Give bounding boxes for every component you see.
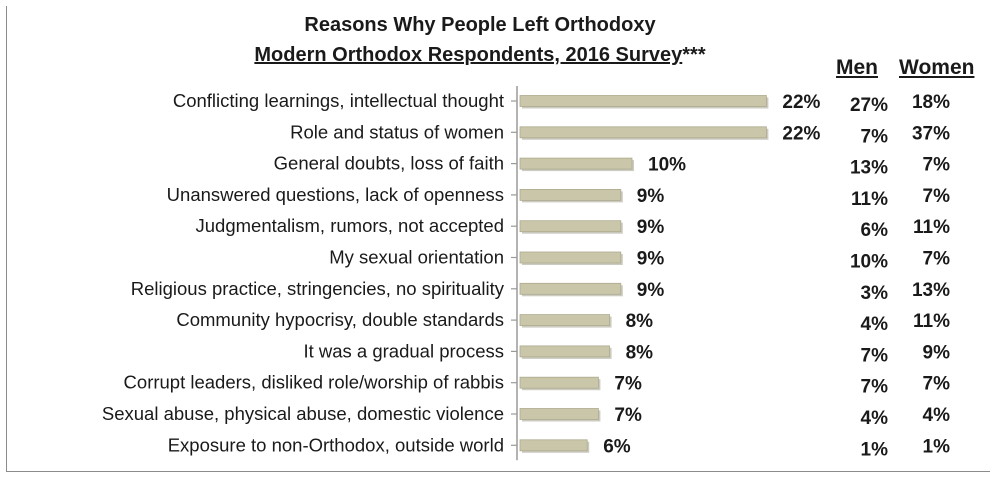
category-label: Corrupt leaders, disliked role/worship o… <box>124 372 504 393</box>
women-value: 7% <box>923 186 951 207</box>
bar <box>519 188 622 201</box>
category-label: Unanswered questions, lack of openness <box>167 184 504 205</box>
women-value: 1% <box>923 436 951 457</box>
women-value: 7% <box>923 249 951 270</box>
bar <box>519 376 599 389</box>
men-value: 4% <box>861 314 889 335</box>
bar <box>519 95 767 107</box>
women-value: 13% <box>912 280 950 301</box>
category-label: Religious practice, stringencies, no spi… <box>131 278 505 299</box>
category-label: Community hypocrisy, double standards <box>176 309 504 330</box>
category-label: Conflicting learnings, intellectual thou… <box>173 90 504 111</box>
category-label: Exposure to non-Orthodox, outside world <box>168 434 504 455</box>
women-value: 18% <box>912 92 950 113</box>
men-column-header: Men <box>836 56 878 79</box>
chart-subtitle-text: Modern Orthodox Respondents, 2016 Survey <box>254 44 683 66</box>
bar <box>519 345 610 358</box>
bar <box>519 408 599 420</box>
men-value: 7% <box>861 126 889 147</box>
men-value: 3% <box>861 283 889 304</box>
men-value: 27% <box>850 95 888 116</box>
women-value: 7% <box>923 155 951 176</box>
bar-value-label: 9% <box>637 249 665 270</box>
women-value: 37% <box>912 123 950 144</box>
women-value: 11% <box>913 217 950 238</box>
category-label: General doubts, loss of faith <box>274 153 504 174</box>
chart-subtitle: Modern Orthodox Respondents, 2016 Survey… <box>230 44 730 67</box>
category-label: Sexual abuse, physical abuse, domestic v… <box>102 403 504 424</box>
bar-value-label: 22% <box>782 92 820 113</box>
bar <box>519 282 622 295</box>
women-value: 9% <box>923 342 951 363</box>
women-value: 4% <box>923 405 951 426</box>
bar-value-label: 22% <box>782 123 820 144</box>
category-label: Role and status of women <box>290 121 504 142</box>
bar-value-label: 8% <box>626 342 654 363</box>
bar-value-label: 9% <box>637 280 665 301</box>
bar-value-label: 9% <box>637 217 665 238</box>
men-value: 10% <box>850 252 888 273</box>
category-label: Judgmentalism, rumors, not accepted <box>196 215 504 236</box>
men-value: 7% <box>861 377 889 398</box>
bar <box>519 126 767 139</box>
men-value: 6% <box>861 220 889 241</box>
chart-subtitle-suffix: *** <box>682 44 706 66</box>
women-column-header: Women <box>899 56 975 79</box>
bar-value-label: 7% <box>614 405 642 426</box>
women-value: 7% <box>923 374 951 395</box>
men-value: 1% <box>861 439 889 460</box>
men-value: 4% <box>861 408 889 429</box>
bar <box>519 439 588 452</box>
bar-value-label: 10% <box>648 155 686 176</box>
bar <box>519 220 622 233</box>
bar-value-label: 9% <box>637 186 665 207</box>
category-label: It was a gradual process <box>303 340 504 361</box>
bar <box>519 314 610 327</box>
bar <box>519 251 622 264</box>
bar-value-label: 8% <box>626 311 654 332</box>
men-value: 13% <box>850 158 888 179</box>
men-value: 11% <box>851 189 888 210</box>
men-value: 7% <box>861 345 889 366</box>
chart-frame <box>6 6 990 472</box>
bar <box>519 157 633 170</box>
bar-value-label: 7% <box>614 374 642 395</box>
bar-value-label: 6% <box>603 436 631 457</box>
women-value: 11% <box>913 311 950 332</box>
category-label: My sexual orientation <box>329 247 504 268</box>
chart-title: Reasons Why People Left Orthodoxy <box>304 14 656 36</box>
